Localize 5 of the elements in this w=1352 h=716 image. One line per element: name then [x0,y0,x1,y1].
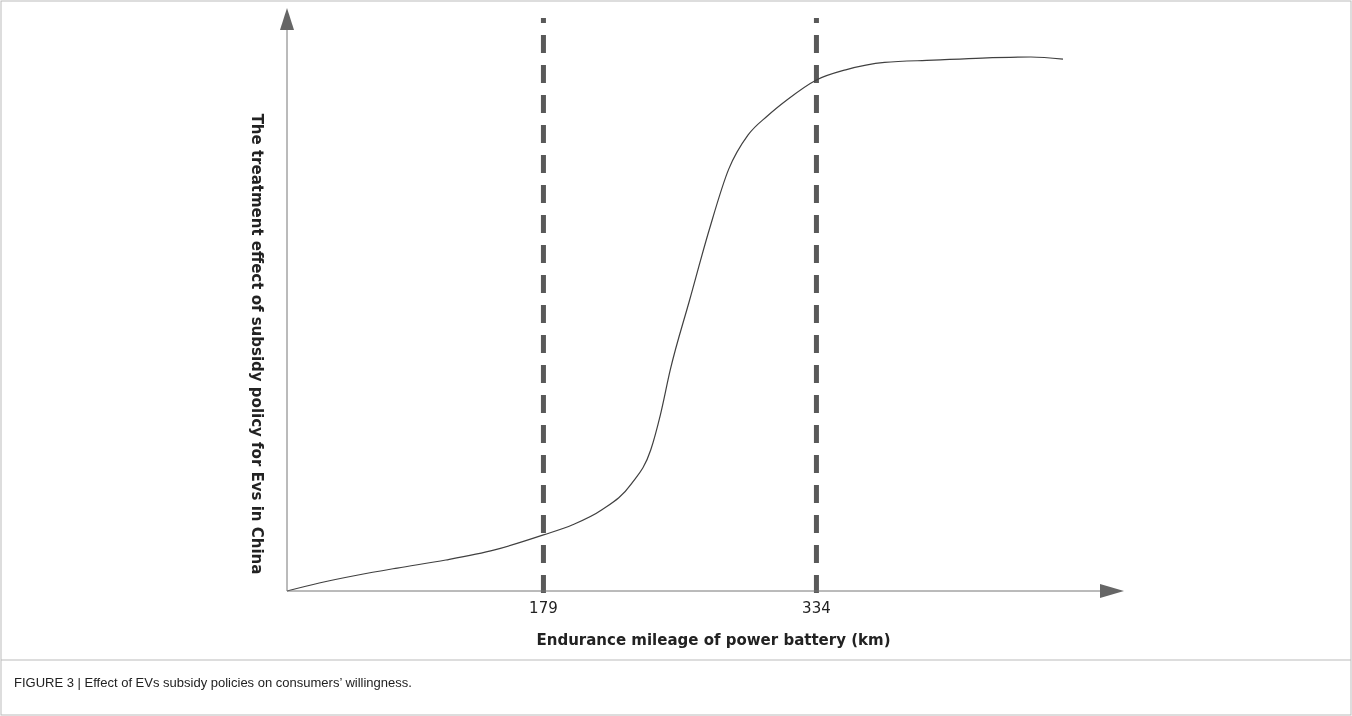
x-tick-label: 334 [802,599,831,617]
x-tick-label: 179 [529,599,558,617]
y-axis-title: The treatment effect of subsidy policy for Evs in China [248,113,266,575]
caption: FIGURE 3 | Effect of EVs subsidy policies on consumers’ willingness. [14,675,412,690]
x-axis-title: Endurance mileage of power battery (km) [536,631,891,649]
